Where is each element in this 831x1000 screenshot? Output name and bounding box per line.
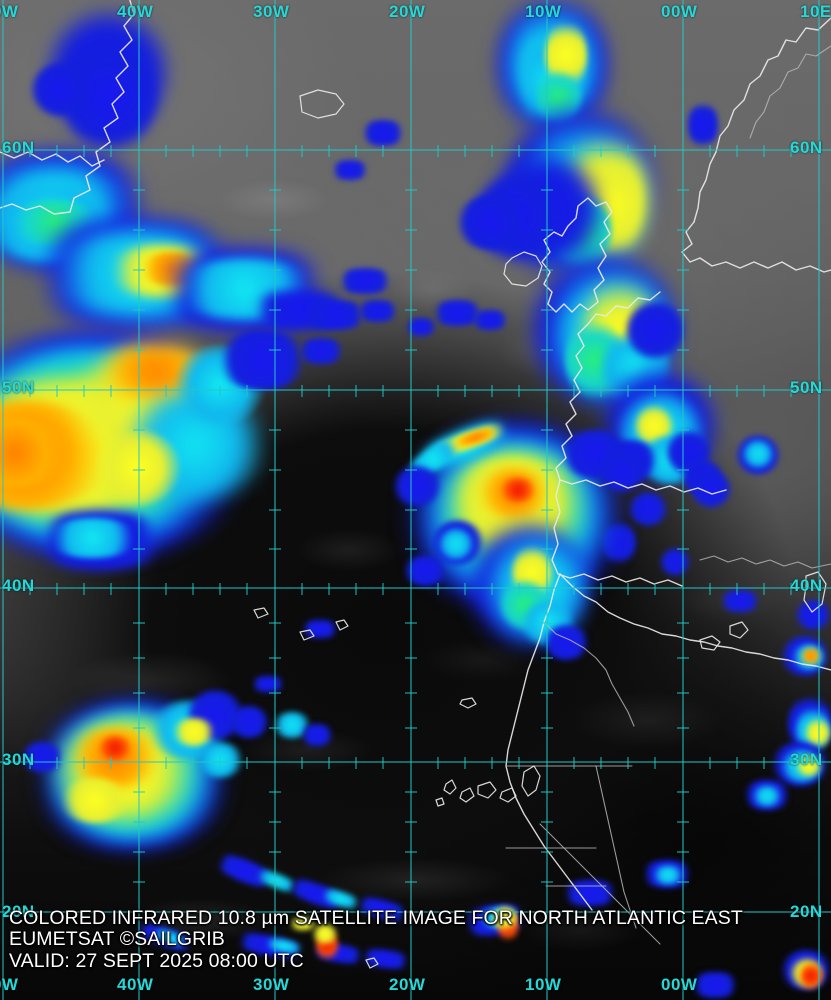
coastline-norway-inner (749, 45, 831, 139)
minor-ticks-lon (29, 145, 792, 769)
island-azores-3 (335, 619, 349, 631)
caption-title-line: COLORED INFRARED 10.8 µm SATELLITE IMAGE… (9, 906, 743, 929)
coastline-greenland (0, 0, 135, 215)
island-azores-1 (253, 607, 269, 619)
coastline-ireland (503, 251, 543, 287)
minor-ticks-lat (133, 189, 689, 883)
island-balearics-2 (729, 621, 749, 639)
coastline-mediterranean-north (699, 555, 831, 569)
coastline-greenland-south (0, 151, 105, 167)
coastline-atlantic-morocco (505, 573, 593, 911)
coastline-north-africa (559, 573, 831, 671)
coastline-iceland (299, 89, 345, 119)
coastline-france-iberia (555, 323, 727, 495)
image-caption: COLORED INFRARED 10.8 µm SATELLITE IMAGE… (0, 906, 831, 975)
coastline-norway (693, 17, 831, 223)
island-azores-2 (299, 629, 315, 641)
island-group-canary (435, 765, 541, 807)
border-mauritania-diag (539, 823, 661, 945)
coastline-north-sea-south (587, 291, 661, 325)
island-madeira (459, 697, 477, 709)
caption-source-line: EUMETSAT ©SAILGRIB (9, 928, 225, 950)
border-mauritania-west (595, 765, 637, 929)
island-cape-verde (365, 957, 379, 969)
coastline-denmark-lowlands (681, 221, 831, 273)
caption-valid-line: VALID: 27 SEPT 2025 08:00 UTC (9, 949, 304, 972)
border-morocco-algeria (543, 621, 635, 727)
coastline-great-britain (541, 197, 613, 313)
coastline-portugal-spain-south (551, 479, 683, 587)
